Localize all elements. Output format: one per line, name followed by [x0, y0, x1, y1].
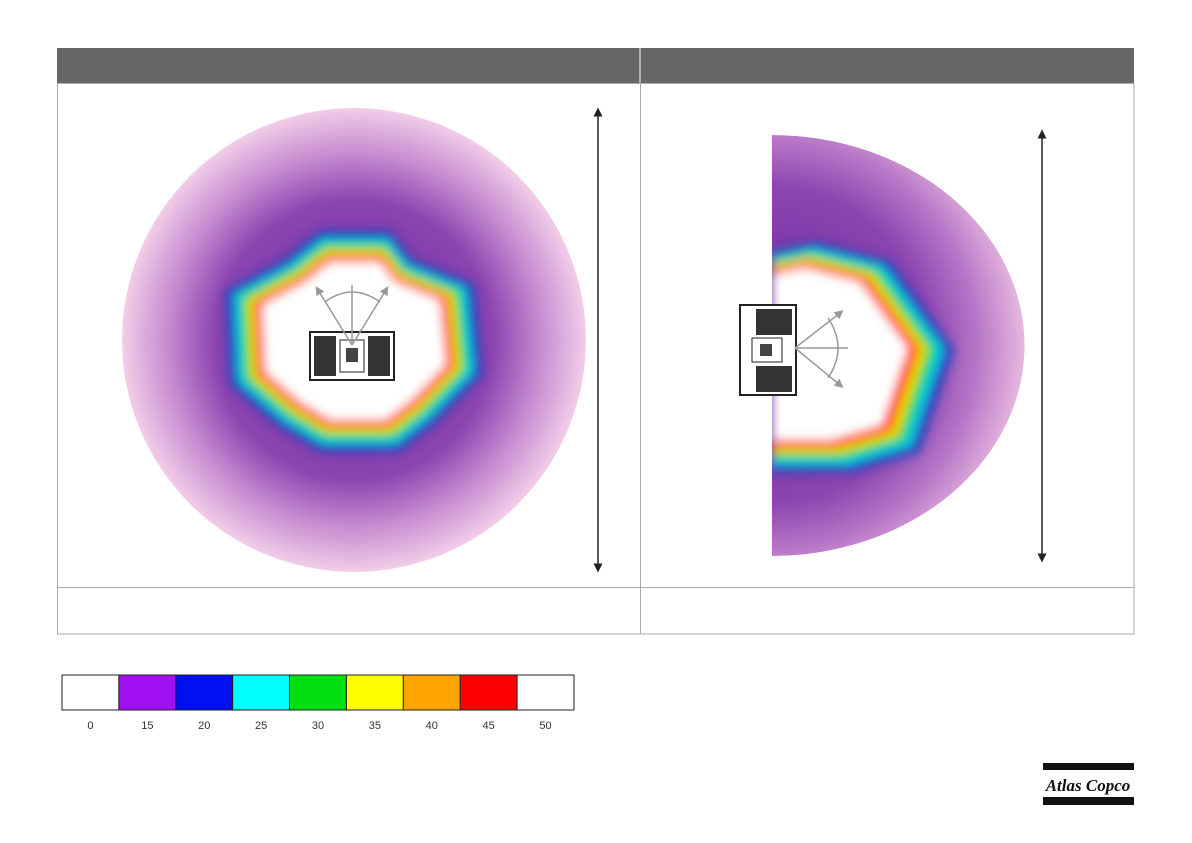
machine-right	[739, 304, 797, 396]
legend-label: 35	[369, 720, 381, 732]
legend-swatch	[61, 674, 120, 711]
table-header	[57, 48, 1134, 83]
legend-label: 30	[312, 720, 324, 732]
legend-swatch	[175, 674, 234, 711]
machine-left	[309, 331, 395, 381]
legend-swatch	[232, 674, 291, 711]
legend-swatch	[345, 674, 404, 711]
legend-swatch	[402, 674, 461, 711]
angle-right	[794, 310, 848, 388]
legend-swatch	[289, 674, 347, 711]
legend-label: 50	[539, 720, 551, 732]
legend-swatch	[459, 674, 518, 711]
logo: Atlas Copco	[1043, 763, 1134, 805]
legend-label: 20	[198, 720, 210, 732]
table-border	[57, 83, 1135, 635]
angle-left	[315, 285, 389, 346]
legend-label: 15	[141, 720, 153, 732]
legend-label: 45	[483, 720, 495, 732]
logo-text: Atlas Copco	[1045, 776, 1131, 795]
legend-swatch	[516, 674, 575, 711]
legend-label: 40	[426, 720, 438, 732]
legend-swatch	[118, 674, 177, 711]
color-legend: 0 15 20 25 30 35 40 45 50	[61, 674, 575, 732]
legend-label: 0	[87, 720, 93, 732]
heatmap-right	[772, 135, 1025, 556]
legend-label: 25	[255, 720, 267, 732]
